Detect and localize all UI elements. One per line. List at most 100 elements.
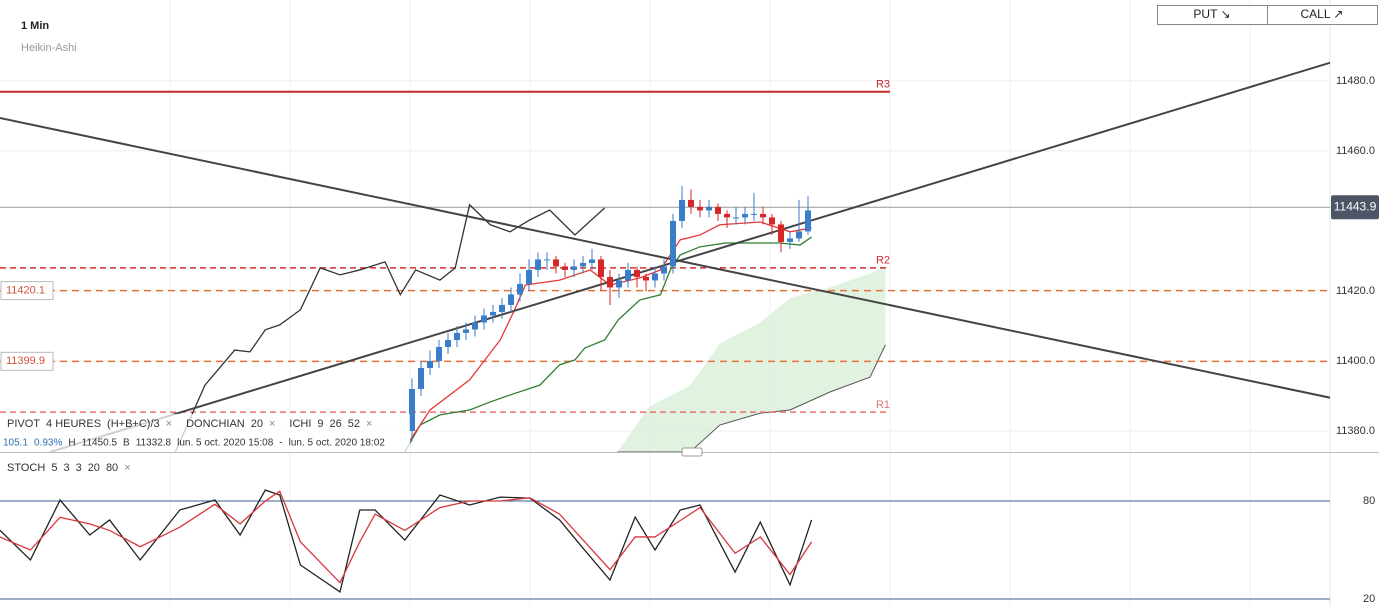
legend-item[interactable]: × (269, 418, 275, 430)
candle-body (544, 259, 550, 261)
candle-body (499, 304, 505, 312)
candle-body (490, 311, 496, 316)
legend-item: 3 (76, 462, 82, 474)
candle-body (778, 224, 784, 242)
candle-body (751, 213, 757, 215)
legend-item: 11450.5 (82, 438, 118, 449)
cloud-lower-line (617, 344, 886, 452)
legend-item: 3 (63, 462, 69, 474)
candle-body (535, 259, 541, 270)
candle-body (580, 262, 586, 267)
legend-item: 20 (88, 462, 100, 474)
y-tick-label: 11400.0 (1336, 355, 1375, 367)
candle-body (562, 266, 568, 270)
legend-item: PIVOT (7, 418, 40, 430)
legend-item: 5 (51, 462, 57, 474)
candle-body (454, 332, 460, 340)
legend-item: 26 (330, 418, 342, 430)
legend-item: 52 (348, 418, 360, 430)
candle-body (409, 388, 415, 431)
last-price-tag (1331, 195, 1379, 220)
ichimoku-cloud (617, 266, 886, 452)
candle-body (724, 213, 730, 218)
candle-body (697, 206, 703, 211)
candle-body (706, 206, 712, 211)
candle-body (670, 220, 676, 267)
candle-body (661, 266, 667, 274)
candle-body (481, 315, 487, 323)
candle-body (445, 339, 451, 347)
candle-body (643, 276, 649, 281)
last-price-label: 11443.9 (1334, 199, 1377, 213)
legend-item: 80 (106, 462, 118, 474)
candle-body (436, 346, 442, 361)
y-tick-label: 11420.0 (1336, 285, 1375, 297)
candle-body (598, 259, 604, 277)
trendline (49, 61, 1330, 452)
candle-body (427, 360, 433, 368)
price-line-label-box (0, 281, 54, 301)
y-tick-label: 80 (1363, 495, 1375, 507)
legend-item: (H+B+C)/3 (107, 418, 160, 430)
pivot-label: R1 (876, 399, 890, 411)
legend-item: lun. 5 oct. 2020 18:02 (289, 438, 386, 449)
legend-item: H (68, 438, 75, 449)
price-line-label-box (0, 351, 54, 371)
candle-body (607, 276, 613, 288)
legend-item: 4 HEURES (46, 418, 101, 430)
indicator-line (174, 203, 606, 452)
legend-item: DONCHIAN (186, 418, 245, 430)
y-tick-label: 20 (1363, 593, 1375, 605)
candle-body (715, 206, 721, 214)
pane-handle[interactable] (681, 447, 703, 457)
legend-item: 0.93% (34, 438, 62, 449)
candle-body (463, 329, 469, 333)
candle-body (553, 259, 559, 267)
candle-body (616, 280, 622, 288)
candle-body (526, 269, 532, 284)
call-label[interactable]: CALL ↗ (1301, 7, 1344, 21)
y-tick-label: 11480.0 (1336, 75, 1375, 87)
timeframe: 1 Min (21, 20, 49, 32)
legend-item: STOCH (7, 462, 45, 474)
stoch-line (0, 490, 813, 584)
legend-item: 20 (251, 418, 263, 430)
y-tick-label: 11380.0 (1336, 425, 1375, 437)
candle-body (652, 273, 658, 281)
call-button[interactable] (1267, 5, 1378, 25)
pivot-label: R3 (876, 79, 890, 91)
legend-item: 9 (317, 418, 323, 430)
candle-body (571, 266, 577, 270)
candle-body (742, 213, 748, 218)
legend-item: 11332.8 (136, 438, 172, 449)
candle-body (760, 213, 766, 218)
legend-item: ICHI (289, 418, 311, 430)
legend-item[interactable]: × (124, 462, 130, 474)
legend-item: - (279, 438, 282, 449)
chart-style: Heikin-Ashi (21, 42, 77, 54)
candle-body (769, 217, 775, 225)
legend-item[interactable]: × (366, 418, 372, 430)
candle-body (787, 238, 793, 242)
trendline (0, 117, 1330, 399)
legend-item: B (123, 438, 130, 449)
candle-body (418, 367, 424, 389)
pivot-label: R2 (876, 255, 890, 267)
candle-body (796, 231, 802, 239)
candle-body (508, 294, 514, 305)
candle-body (589, 259, 595, 263)
price-line-label: 11420.1 (6, 285, 45, 297)
candle-body (679, 199, 685, 221)
legend-item: lun. 5 oct. 2020 15:08 (177, 438, 274, 449)
candle-body (688, 199, 694, 207)
y-tick-label: 11460.0 (1336, 145, 1375, 157)
candle-body (805, 210, 811, 232)
indicator-line (404, 236, 812, 452)
put-label[interactable]: PUT ↘ (1193, 7, 1230, 21)
legend-item[interactable]: × (166, 418, 172, 430)
price-line-label: 11399.9 (6, 355, 45, 367)
candle-body (472, 322, 478, 330)
legend-backdrop (0, 414, 410, 452)
